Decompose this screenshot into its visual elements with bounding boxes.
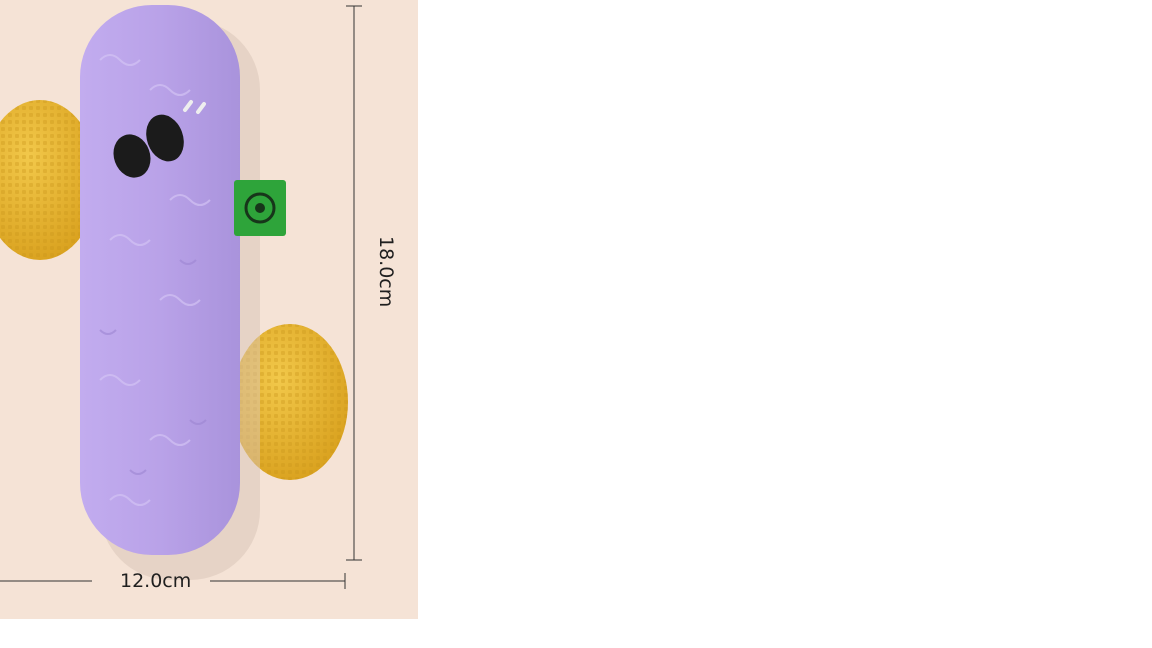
right-yellow-ball [232,324,348,480]
purple-plush-body [80,5,240,555]
width-dimension-line [0,573,346,589]
left-yellow-ball [0,100,98,260]
plush-toy-illustration [0,5,362,589]
height-label: 18.0cm [375,236,397,308]
product-photo: 12.0cm 18.0cm [0,0,418,619]
plush-eyes [113,100,206,178]
green-brand-tag [234,180,286,236]
height-dimension-line [346,5,362,561]
width-label: 12.0cm [120,570,192,592]
